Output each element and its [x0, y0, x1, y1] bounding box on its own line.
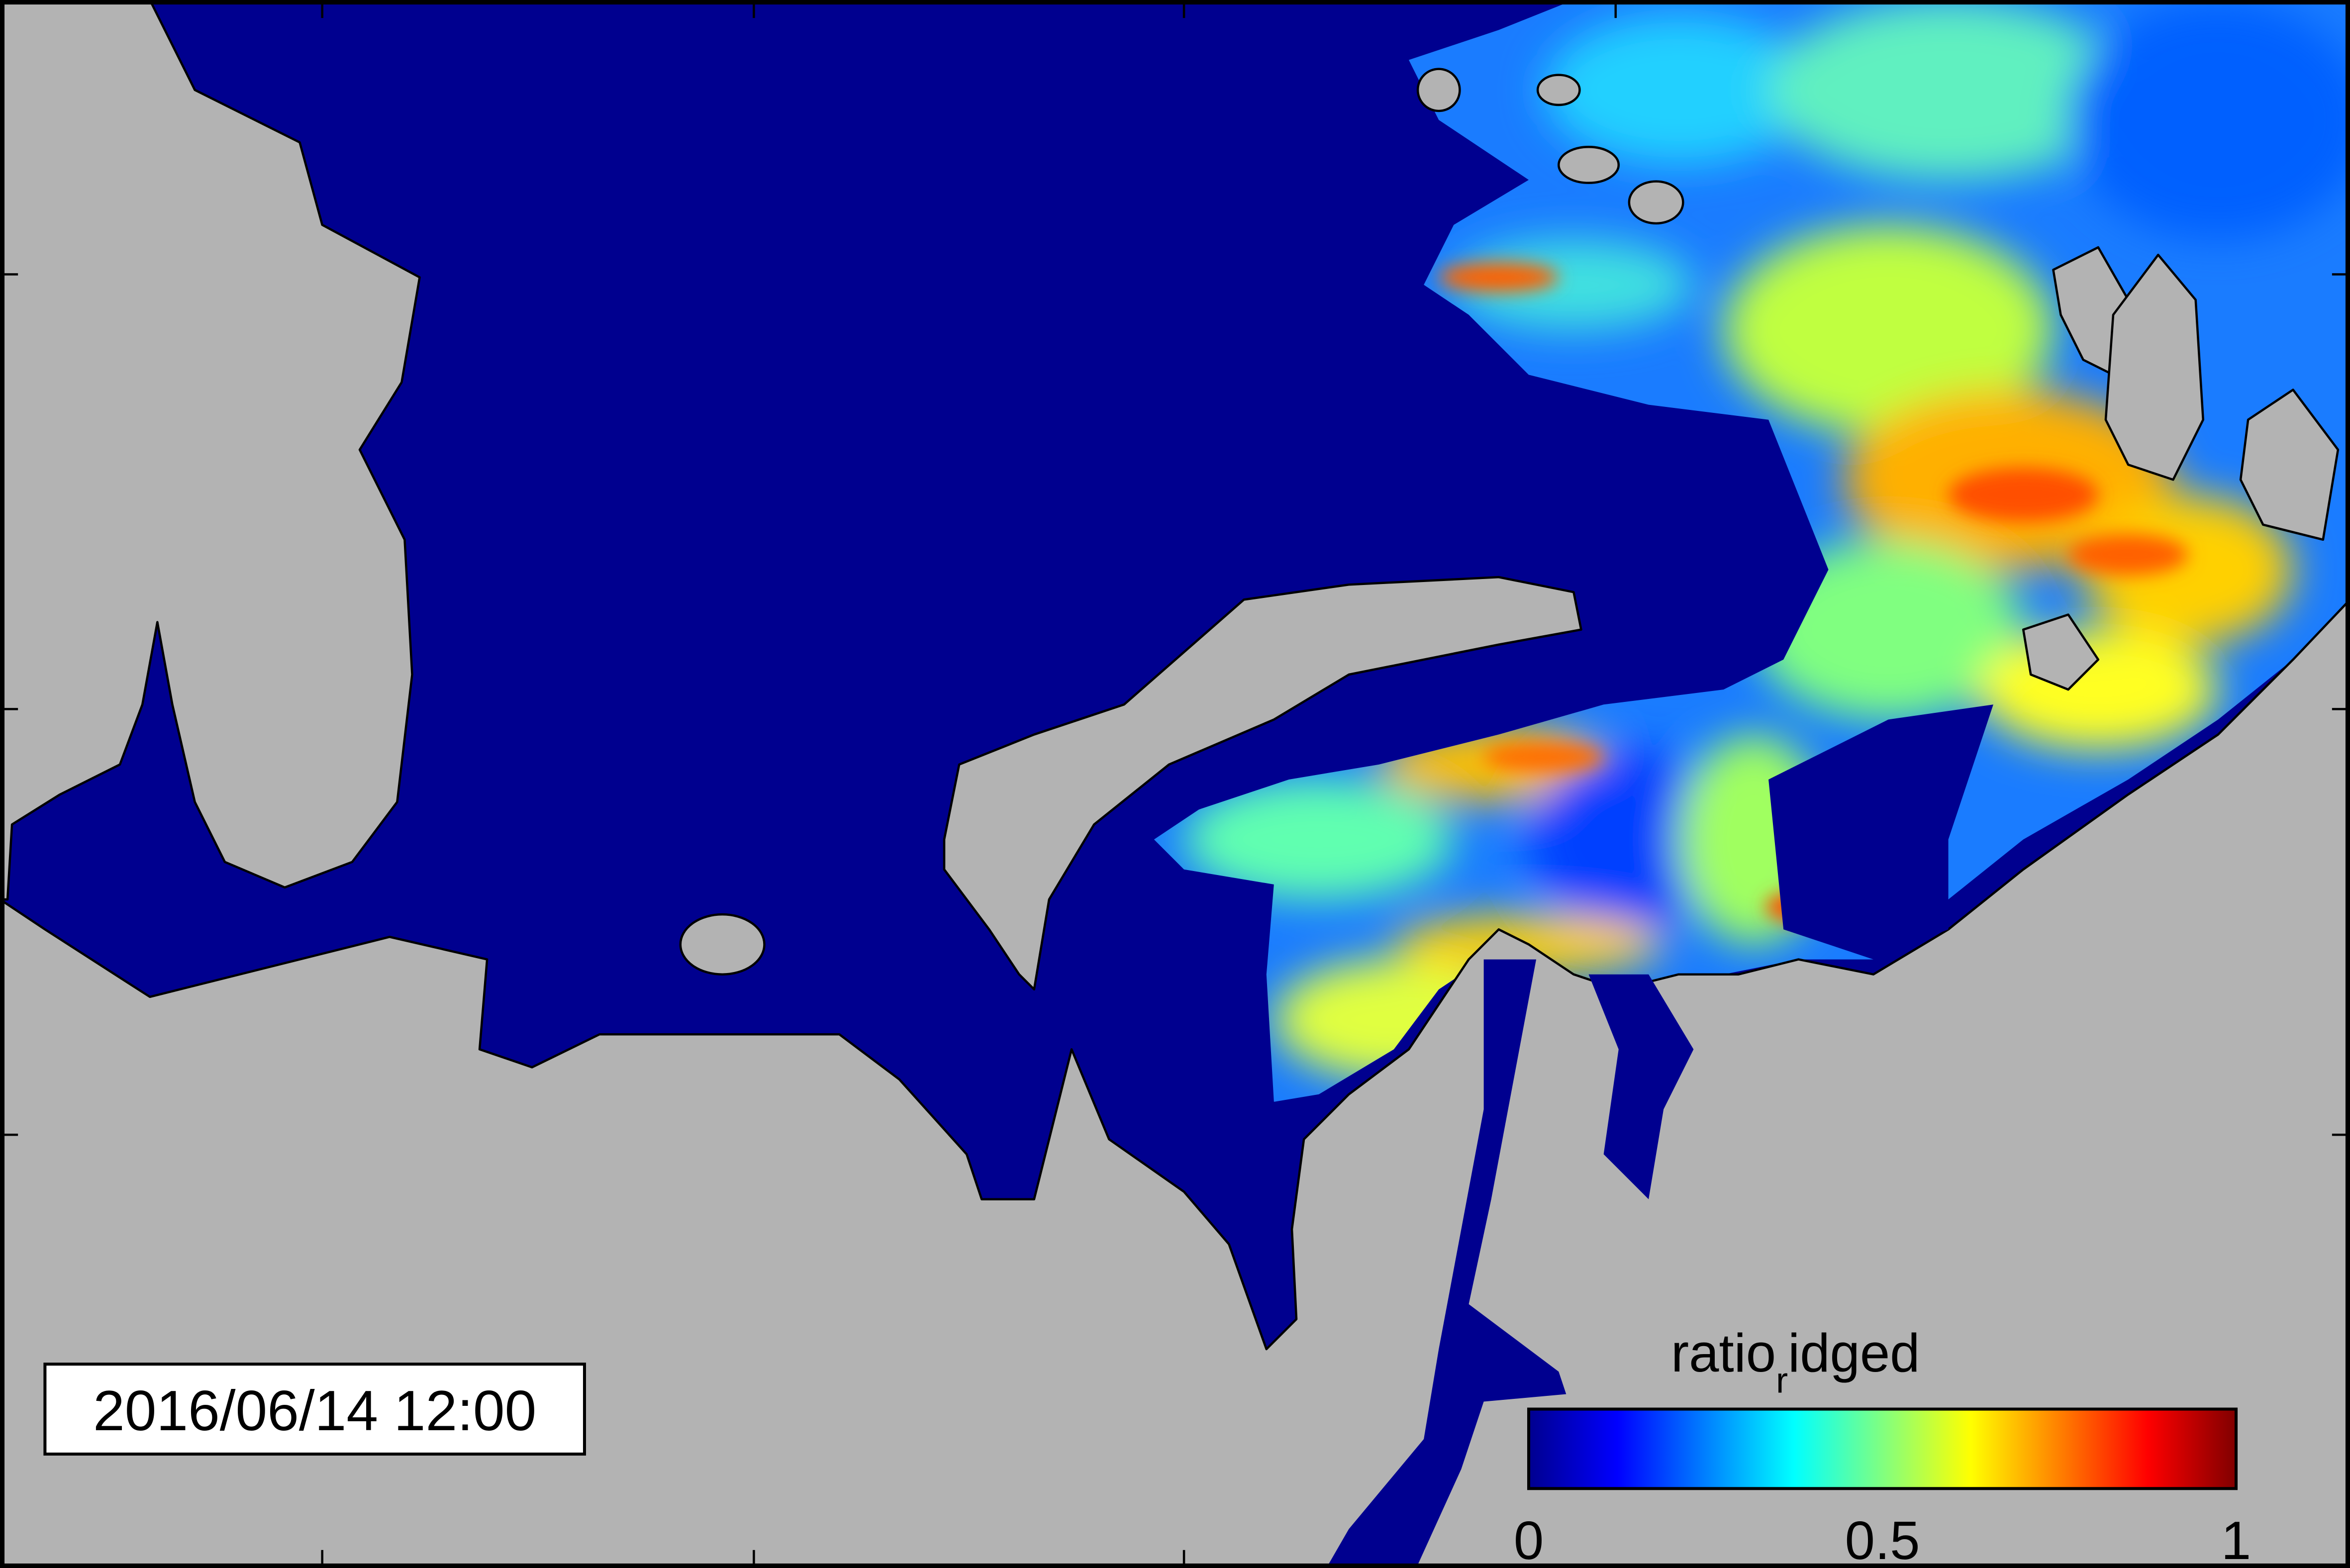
colorbar-tick-label: 0	[1514, 1510, 1544, 1568]
inlet	[1588, 974, 1694, 1199]
island	[1628, 180, 1684, 225]
ice-texture	[1184, 0, 2350, 1079]
island	[2104, 254, 2205, 481]
colorbar	[1527, 1407, 2238, 1490]
colorbar-tick-label: 0.5	[1845, 1510, 1920, 1568]
river-channel	[1326, 959, 1567, 1568]
island	[2239, 389, 2340, 541]
island	[1558, 146, 1620, 184]
timestamp: 2016/06/14 12:00	[93, 1379, 536, 1443]
colorbar-label-text: ratio	[1671, 1323, 1776, 1383]
island	[1416, 68, 1461, 112]
colorbar-label-subscript: r	[1776, 1361, 1788, 1400]
timestamp-box	[43, 1363, 586, 1456]
colorbar-label: ratioridged	[1671, 1323, 1920, 1400]
island	[679, 913, 766, 976]
western-land	[0, 0, 421, 901]
colorbar-tick-label: 1	[2221, 1510, 2251, 1568]
peninsula	[943, 576, 1582, 991]
island	[1536, 74, 1581, 106]
colorbar-label-suffix: idged	[1788, 1323, 1920, 1383]
bay	[1768, 704, 1993, 960]
island	[2022, 613, 2100, 691]
